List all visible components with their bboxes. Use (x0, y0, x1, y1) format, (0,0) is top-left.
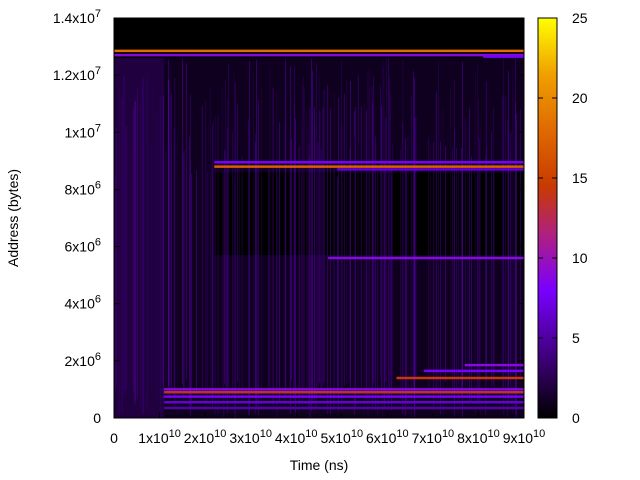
y-axis-label: Address (bytes) (5, 169, 21, 267)
access-streaks (114, 58, 521, 418)
y-tick-label: 6x106 (65, 237, 101, 255)
colorbar (537, 17, 558, 419)
x-tick-label: 3x1010 (229, 428, 272, 446)
x-tick-label: 2x1010 (184, 428, 227, 446)
plot-area (114, 18, 524, 418)
y-tick-label: 1.4x107 (53, 8, 101, 26)
colorbar-axis: 0 5 10 15 20 25 (538, 10, 588, 426)
x-tick-label: 6x1010 (366, 428, 409, 446)
x-tick-label: 9x1010 (503, 428, 546, 446)
colorbar-tick-label: 0 (572, 410, 580, 426)
y-tick-label: 4x106 (65, 294, 101, 312)
y-tick-label: 0 (93, 410, 101, 426)
y-tick-label: 8x106 (65, 179, 101, 197)
y-axis: 0 2x106 4x106 6x106 8x106 1x107 1.2x107 1.4x107 (53, 8, 524, 426)
x-tick-label: 8x1010 (457, 428, 500, 446)
y-tick-label: 2x106 (65, 351, 101, 369)
colorbar-tick-label: 25 (572, 10, 588, 26)
x-tick-label: 7x1010 (412, 428, 455, 446)
colorbar-tick-label: 15 (572, 170, 588, 186)
y-tick-label: 1.2x107 (53, 65, 101, 83)
x-tick-label: 4x1010 (275, 428, 318, 446)
x-tick-label: 5x1010 (320, 428, 363, 446)
x-tick-label: 1x1010 (138, 428, 181, 446)
colorbar-tick-label: 5 (572, 330, 580, 346)
colorbar-tick-label: 20 (572, 90, 588, 106)
x-axis-label: Time (ns) (290, 457, 349, 473)
plot-frame (113, 17, 525, 419)
heatmap-region (114, 58, 165, 418)
y-tick-label: 1x107 (65, 122, 101, 140)
x-tick-label: 0 (110, 430, 118, 446)
colorbar-tick-label: 10 (572, 250, 588, 266)
